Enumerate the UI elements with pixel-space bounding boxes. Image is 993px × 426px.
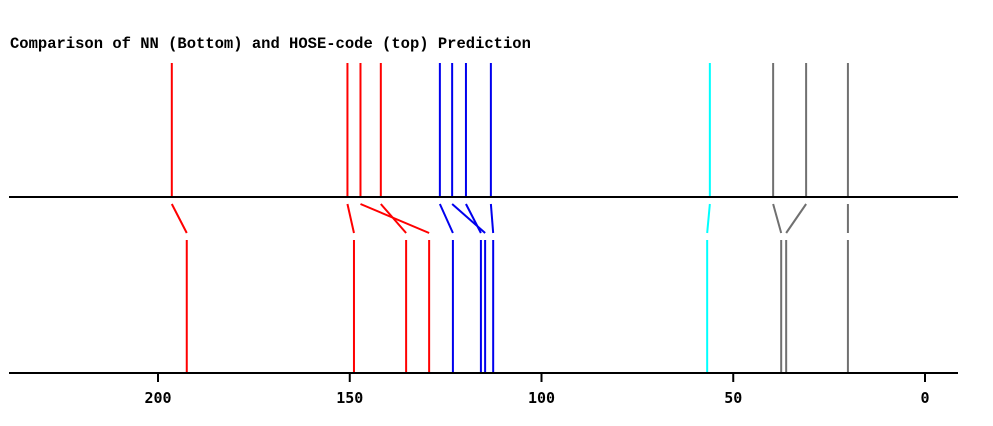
peak-connectors [170, 203, 849, 234]
x-tick-label: 50 [724, 389, 742, 407]
x-tick-label: 150 [336, 389, 363, 407]
peak-connector-line [451, 203, 486, 234]
x-tick-label: 0 [920, 389, 929, 407]
peak-connector-line [170, 203, 188, 234]
peak-connector-line [346, 203, 355, 234]
x-tick-label: 100 [528, 389, 555, 407]
peak-connector-line [785, 203, 807, 234]
peak-connector-line [489, 203, 495, 234]
chart-title: Comparison of NN (Bottom) and HOSE-code … [10, 35, 531, 53]
peak-connector-line [360, 203, 430, 234]
peak-connector-line [772, 203, 783, 234]
x-axis-ticks: 200 150 100 50 0 [144, 373, 930, 407]
peak-connector-line [380, 203, 407, 234]
nn-peaks [185, 240, 849, 373]
peak-connector-line [438, 203, 454, 234]
peak-connector-line [706, 203, 711, 234]
x-tick-label: 200 [144, 389, 171, 407]
hose-code-peaks [170, 63, 849, 197]
peak-connector-line [465, 203, 482, 234]
